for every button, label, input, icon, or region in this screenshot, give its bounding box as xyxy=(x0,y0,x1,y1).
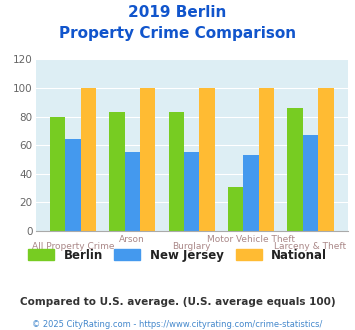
Bar xyxy=(200,88,215,231)
Bar xyxy=(125,152,140,231)
Bar xyxy=(228,187,244,231)
Text: 2019 Berlin: 2019 Berlin xyxy=(128,5,227,20)
Text: Compared to U.S. average. (U.S. average equals 100): Compared to U.S. average. (U.S. average … xyxy=(20,297,335,307)
Bar xyxy=(65,140,81,231)
Bar xyxy=(109,112,125,231)
Legend: Berlin, New Jersey, National: Berlin, New Jersey, National xyxy=(23,244,332,266)
Text: Burglary: Burglary xyxy=(173,243,211,251)
Text: Larceny & Theft: Larceny & Theft xyxy=(274,243,346,251)
Bar xyxy=(140,88,155,231)
Bar xyxy=(81,88,96,231)
Text: Property Crime Comparison: Property Crime Comparison xyxy=(59,26,296,41)
Text: Motor Vehicle Theft: Motor Vehicle Theft xyxy=(207,235,295,244)
Bar xyxy=(169,112,184,231)
Bar xyxy=(259,88,274,231)
Bar xyxy=(318,88,334,231)
Text: Arson: Arson xyxy=(119,235,145,244)
Bar xyxy=(184,152,200,231)
Text: All Property Crime: All Property Crime xyxy=(32,243,114,251)
Text: © 2025 CityRating.com - https://www.cityrating.com/crime-statistics/: © 2025 CityRating.com - https://www.city… xyxy=(32,320,323,329)
Bar xyxy=(287,108,303,231)
Bar xyxy=(50,116,65,231)
Bar xyxy=(303,135,318,231)
Bar xyxy=(244,155,259,231)
